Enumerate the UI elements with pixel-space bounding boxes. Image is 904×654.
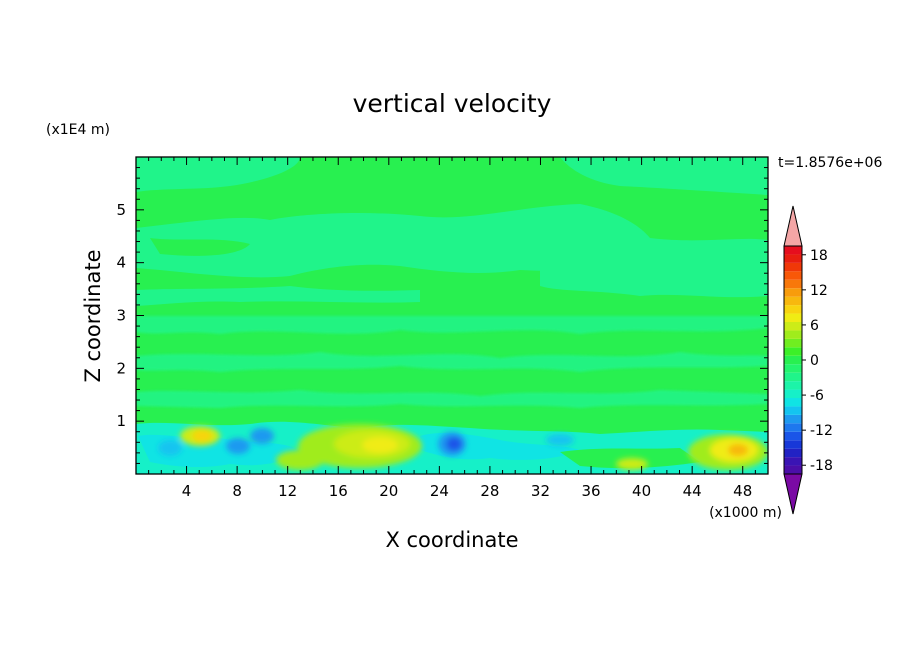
colorbar-segment	[784, 347, 802, 356]
y-axis-title: Z coordinate	[81, 249, 105, 382]
colorbar-segment	[784, 296, 802, 306]
x-unit-label: (x1000 m)	[709, 505, 782, 521]
y-tick-label: 5	[116, 201, 126, 219]
colorbar-segment	[784, 398, 802, 407]
chart-title: vertical velocity	[353, 89, 552, 118]
downdraft-core	[546, 434, 574, 446]
colorbar-segment	[784, 457, 802, 466]
contour-band-upper	[560, 157, 768, 195]
colorbar-segment	[784, 431, 802, 441]
colorbar-tick-label: 0	[810, 353, 819, 369]
colorbar-segment	[784, 313, 802, 322]
colorbar-segment	[784, 254, 802, 263]
contour-field	[136, 157, 768, 474]
colorbar-segment	[784, 364, 802, 373]
colorbar-segment	[784, 279, 802, 289]
colorbar-tick-label: -12	[810, 423, 833, 439]
x-tick-label: 16	[329, 482, 348, 500]
colorbar-segment	[784, 305, 802, 314]
turbulent-layer	[136, 316, 768, 408]
time-label: t=1.8576e+06	[778, 155, 882, 171]
contour-band-upper	[136, 157, 300, 192]
colorbar-segment	[784, 262, 802, 272]
colorbar-min-arrow	[783, 473, 803, 515]
colorbar-tick-label: 18	[810, 248, 828, 264]
x-tick-label: 48	[733, 482, 752, 500]
colorbar-max-arrow	[783, 205, 803, 247]
downdraft-core	[226, 438, 250, 454]
colorbar-segment	[784, 246, 802, 255]
contour-band-upper	[150, 238, 250, 256]
y-tick-label: 2	[116, 359, 126, 377]
colorbar-segment	[784, 406, 802, 415]
colorbar-segment	[784, 355, 802, 365]
contour-band-upper	[540, 254, 768, 298]
downdraft-core	[250, 428, 274, 444]
contour-band-upper	[136, 286, 420, 306]
downdraft-core	[446, 437, 462, 451]
colorbar-segment	[784, 288, 802, 297]
colorbar-segment	[784, 330, 802, 339]
colorbar-segment	[784, 322, 802, 331]
x-tick-label: 12	[278, 482, 297, 500]
colorbar-segment	[784, 414, 802, 424]
colorbar-segment	[784, 423, 802, 432]
y-tick-label: 4	[116, 254, 126, 272]
colorbar-segment	[784, 372, 802, 382]
x-tick-label: 24	[430, 482, 449, 500]
colorbar: 18 12 6 0 -6 -12 -18	[783, 205, 833, 515]
colorbar-segment	[784, 381, 802, 390]
colorbar-segment	[784, 271, 802, 280]
updraft-core	[192, 430, 212, 442]
colorbar-segment	[784, 465, 802, 474]
x-tick-label: 4	[182, 482, 192, 500]
x-tick-label: 32	[531, 482, 550, 500]
x-tick-label: 28	[480, 482, 499, 500]
contour-band-lower	[560, 448, 700, 469]
y-axis: 1 2 3 4 5	[116, 167, 768, 464]
downdraft-core	[158, 440, 182, 456]
x-tick-label: 20	[379, 482, 398, 500]
updraft-core	[616, 458, 648, 470]
updraft-core	[276, 450, 324, 470]
colorbar-segment	[784, 338, 802, 348]
colorbar-segment	[784, 440, 802, 449]
colorbar-segment	[784, 448, 802, 458]
colorbar-tick-label: 6	[810, 318, 819, 334]
velocity-cores	[158, 424, 768, 470]
x-axis-title: X coordinate	[385, 528, 518, 552]
x-tick-label: 44	[683, 482, 702, 500]
y-tick-label: 3	[116, 307, 126, 325]
x-tick-label: 36	[581, 482, 600, 500]
updraft-core	[728, 444, 748, 456]
colorbar-tick-label: -6	[810, 388, 824, 404]
y-tick-label: 1	[116, 412, 126, 430]
y-unit-label: (x1E4 m)	[46, 122, 110, 138]
colorbar-tick-label: 12	[810, 283, 828, 299]
colorbar-segment	[784, 389, 802, 398]
updraft-core	[362, 437, 398, 453]
x-tick-label: 8	[232, 482, 242, 500]
x-axis: 4 8 12 16 20 24 28 32 36 40 44 48	[148, 157, 756, 500]
x-tick-label: 40	[632, 482, 651, 500]
field-background	[136, 157, 768, 474]
colorbar-tick-label: -18	[810, 458, 833, 474]
